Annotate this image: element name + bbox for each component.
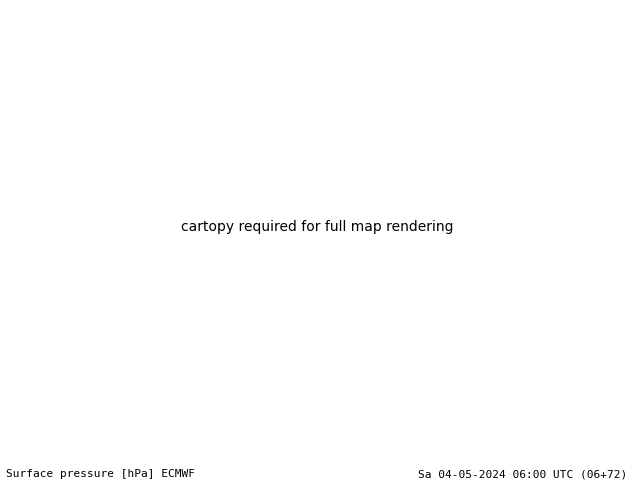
Text: cartopy required for full map rendering: cartopy required for full map rendering (181, 220, 453, 234)
Text: Sa 04-05-2024 06:00 UTC (06+72): Sa 04-05-2024 06:00 UTC (06+72) (418, 469, 628, 479)
Text: Surface pressure [hPa] ECMWF: Surface pressure [hPa] ECMWF (6, 469, 195, 479)
